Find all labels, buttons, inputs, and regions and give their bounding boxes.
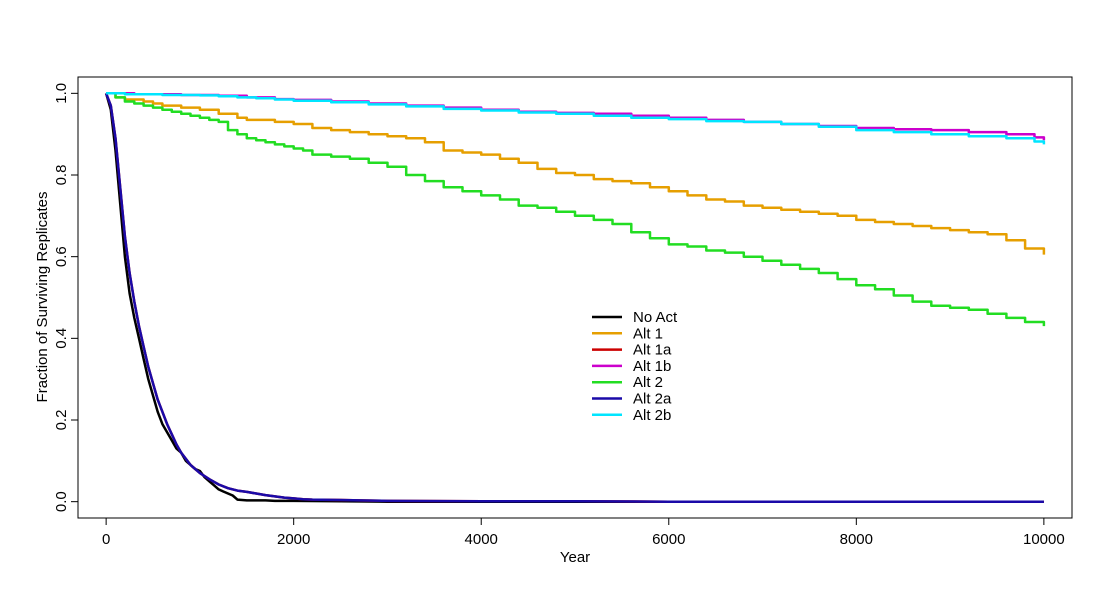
- legend-label: No Act: [633, 309, 678, 326]
- x-tick-label: 0: [102, 531, 110, 548]
- legend-label: Alt 2b: [633, 407, 671, 424]
- x-tick-label: 8000: [840, 531, 873, 548]
- series-line-alt-1: [106, 92, 1046, 255]
- y-tick-label: 0.2: [53, 410, 70, 431]
- y-axis-title: Fraction of Surviving Replicates: [34, 192, 51, 403]
- legend-label: Alt 1: [633, 325, 663, 342]
- x-axis-title: Year: [560, 549, 590, 566]
- series-line-alt-2a: [104, 92, 1044, 503]
- series-line-alt-1a: [104, 92, 1044, 503]
- y-tick-label: 0.6: [53, 246, 70, 267]
- x-tick-label: 4000: [465, 531, 498, 548]
- series-line-alt-2b: [106, 92, 1046, 145]
- y-tick-label: 0.4: [53, 328, 70, 349]
- x-tick-label: 2000: [277, 531, 310, 548]
- y-tick-label: 0.0: [53, 491, 70, 512]
- y-tick-label: 1.0: [53, 83, 70, 104]
- axes: 0 2000 4000 6000 8000 10000 0.0 0.2 0.4 0.6 0.8 1.0: [53, 83, 1065, 548]
- x-tick-label: 6000: [652, 531, 685, 548]
- plot-frame: [77, 76, 1073, 519]
- legend-label: Alt 2a: [633, 391, 672, 408]
- series-line-alt-2: [106, 92, 1046, 327]
- x-tick-label: 10000: [1023, 531, 1065, 548]
- legend-label: Alt 1b: [633, 358, 671, 375]
- series-layer: [104, 92, 1046, 503]
- legend-label: Alt 1a: [633, 342, 672, 359]
- y-tick-label: 0.8: [53, 165, 70, 186]
- series-line-no-act: [104, 92, 1044, 503]
- legend-label: Alt 2: [633, 374, 663, 391]
